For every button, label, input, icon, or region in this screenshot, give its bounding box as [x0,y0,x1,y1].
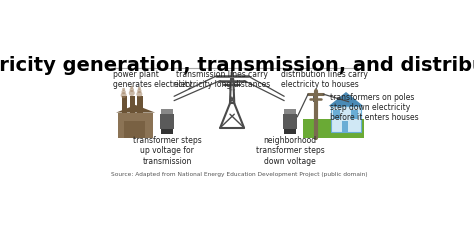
Polygon shape [129,96,135,113]
Polygon shape [313,94,319,102]
Text: neighborhood
transformer steps
down voltage: neighborhood transformer steps down volt… [256,136,325,166]
Text: distribution lines carry
electricity to houses: distribution lines carry electricity to … [281,70,368,89]
Circle shape [122,88,125,91]
Polygon shape [137,96,143,113]
Circle shape [129,88,134,92]
Polygon shape [284,129,296,134]
Polygon shape [351,110,358,119]
Circle shape [129,90,135,96]
Text: transformer steps
up voltage for
transmission: transformer steps up voltage for transmi… [133,136,201,166]
Polygon shape [116,105,155,113]
Polygon shape [118,113,153,138]
Text: transformers on poles
step down electricity
before it enters houses: transformers on poles step down electric… [330,93,419,122]
Polygon shape [331,106,361,132]
Circle shape [137,89,142,93]
Circle shape [121,92,127,98]
Circle shape [130,86,133,88]
Text: power plant
generates electricity: power plant generates electricity [113,70,192,89]
Polygon shape [333,110,340,119]
Circle shape [137,91,142,97]
Polygon shape [284,109,296,114]
Polygon shape [283,114,297,129]
Polygon shape [122,96,128,113]
Polygon shape [124,121,146,138]
Polygon shape [160,114,174,129]
Polygon shape [328,92,364,106]
Polygon shape [161,109,173,114]
Polygon shape [342,121,348,132]
Text: Electricity generation, transmission, and distribution: Electricity generation, transmission, an… [0,56,474,75]
Polygon shape [302,119,365,138]
Circle shape [121,90,126,94]
Text: transmission lines carry
electricity long distances: transmission lines carry electricity lon… [174,70,271,89]
Polygon shape [161,129,173,134]
Circle shape [138,87,141,90]
Text: Source: Adapted from National Energy Education Development Project (public domai: Source: Adapted from National Energy Edu… [111,172,368,177]
